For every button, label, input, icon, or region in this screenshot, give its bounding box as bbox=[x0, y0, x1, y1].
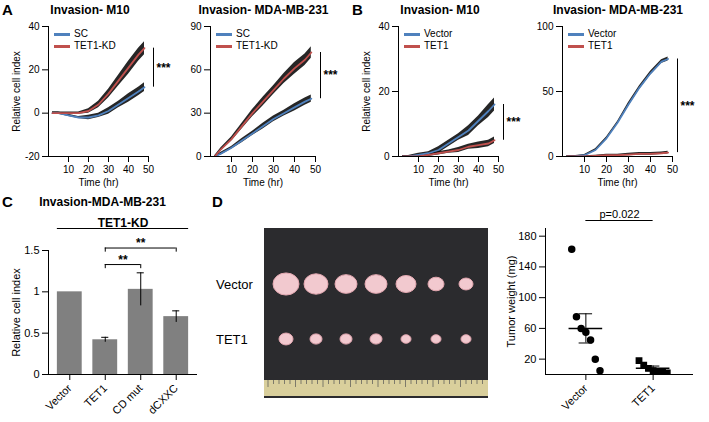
svg-text:Relative cell index: Relative cell index bbox=[361, 51, 372, 132]
svg-text:20: 20 bbox=[83, 164, 95, 175]
svg-text:***: *** bbox=[681, 99, 695, 113]
svg-text:p=0.022: p=0.022 bbox=[599, 208, 639, 220]
svg-text:40: 40 bbox=[378, 21, 390, 32]
svg-text:Vector: Vector bbox=[43, 382, 74, 413]
html-text:D: D bbox=[212, 193, 223, 210]
svg-text:Tumor weight (mg): Tumor weight (mg) bbox=[505, 256, 517, 348]
svg-text:20: 20 bbox=[524, 353, 536, 365]
html-text:Vector: Vector bbox=[588, 28, 617, 39]
html-text:TET1-KD: TET1-KD bbox=[236, 40, 278, 51]
svg-text:40: 40 bbox=[645, 164, 657, 175]
svg-text:40: 40 bbox=[123, 164, 135, 175]
html-text:Invasion-MDA-MB-231: Invasion-MDA-MB-231 bbox=[39, 195, 166, 209]
svg-text:Time (hr): Time (hr) bbox=[78, 177, 118, 188]
svg-text:50: 50 bbox=[667, 164, 679, 175]
svg-text:TET1: TET1 bbox=[82, 382, 110, 410]
html-text:TET1-KD: TET1-KD bbox=[74, 40, 116, 51]
svg-text:50: 50 bbox=[310, 164, 322, 175]
svg-text:10: 10 bbox=[226, 164, 238, 175]
html-text:Invasion- MDA-MB-231: Invasion- MDA-MB-231 bbox=[198, 3, 329, 17]
svg-text:1.5: 1.5 bbox=[24, 244, 39, 256]
html-text:SC: SC bbox=[74, 28, 88, 39]
svg-text:Time (hr): Time (hr) bbox=[597, 177, 637, 188]
svg-text:10: 10 bbox=[63, 164, 75, 175]
svg-text:20: 20 bbox=[28, 64, 40, 75]
svg-text:TET1: TET1 bbox=[216, 332, 248, 347]
svg-text:TET1: TET1 bbox=[630, 382, 658, 410]
svg-text:20: 20 bbox=[601, 164, 613, 175]
svg-text:**: ** bbox=[136, 236, 146, 250]
svg-text:40: 40 bbox=[289, 164, 301, 175]
html-text:Invasion- M10: Invasion- M10 bbox=[50, 3, 130, 17]
svg-text:30: 30 bbox=[453, 164, 465, 175]
svg-text:90: 90 bbox=[190, 21, 202, 32]
svg-text:10: 10 bbox=[579, 164, 591, 175]
svg-text:1: 1 bbox=[33, 285, 39, 297]
svg-text:50: 50 bbox=[143, 164, 155, 175]
svg-text:60: 60 bbox=[190, 64, 202, 75]
svg-text:30: 30 bbox=[190, 107, 202, 118]
svg-text:-20: -20 bbox=[25, 151, 40, 162]
svg-text:***: *** bbox=[324, 68, 338, 82]
html-text:Invasion- MDA-MB-231: Invasion- MDA-MB-231 bbox=[553, 3, 683, 17]
svg-text:60: 60 bbox=[524, 322, 536, 334]
svg-text:TET1-KD: TET1-KD bbox=[98, 216, 149, 230]
svg-text:180: 180 bbox=[518, 230, 536, 242]
svg-text:Time (hr): Time (hr) bbox=[428, 177, 468, 188]
svg-text:50: 50 bbox=[542, 86, 554, 97]
html-text:Invasion- M10: Invasion- M10 bbox=[400, 3, 480, 17]
svg-text:0.5: 0.5 bbox=[24, 327, 39, 339]
svg-text:CD mut: CD mut bbox=[110, 382, 145, 417]
svg-text:0: 0 bbox=[33, 368, 39, 380]
html-text:Vector: Vector bbox=[424, 28, 453, 39]
svg-text:30: 30 bbox=[623, 164, 635, 175]
html-text:TET1: TET1 bbox=[424, 40, 449, 51]
svg-text:10: 10 bbox=[413, 164, 425, 175]
svg-text:0: 0 bbox=[34, 107, 40, 118]
svg-text:40: 40 bbox=[28, 21, 40, 32]
svg-text:40: 40 bbox=[473, 164, 485, 175]
html-text:A: A bbox=[2, 1, 13, 18]
svg-text:20: 20 bbox=[378, 86, 390, 97]
svg-text:0: 0 bbox=[196, 151, 202, 162]
svg-text:100: 100 bbox=[518, 291, 536, 303]
svg-text:20: 20 bbox=[433, 164, 445, 175]
svg-text:0: 0 bbox=[548, 151, 554, 162]
svg-text:Vector: Vector bbox=[216, 277, 254, 292]
html-text:C: C bbox=[2, 193, 13, 210]
html-text:SC: SC bbox=[236, 28, 250, 39]
html-text:TET1: TET1 bbox=[588, 40, 613, 51]
svg-text:140: 140 bbox=[518, 260, 536, 272]
svg-text:dCXXC: dCXXC bbox=[146, 382, 180, 416]
svg-text:Vector: Vector bbox=[559, 382, 590, 413]
svg-text:20: 20 bbox=[247, 164, 259, 175]
svg-text:50: 50 bbox=[493, 164, 505, 175]
svg-text:Relative cell index: Relative cell index bbox=[10, 268, 22, 357]
svg-text:Relative cell index: Relative cell index bbox=[11, 51, 22, 132]
svg-text:**: ** bbox=[118, 253, 128, 267]
svg-text:30: 30 bbox=[103, 164, 115, 175]
html-text:B: B bbox=[352, 1, 363, 18]
svg-text:100: 100 bbox=[537, 21, 554, 32]
svg-text:30: 30 bbox=[268, 164, 280, 175]
svg-text:Time (hr): Time (hr) bbox=[243, 177, 283, 188]
svg-text:0: 0 bbox=[384, 151, 390, 162]
svg-text:***: *** bbox=[507, 115, 521, 129]
svg-text:***: *** bbox=[157, 61, 171, 75]
